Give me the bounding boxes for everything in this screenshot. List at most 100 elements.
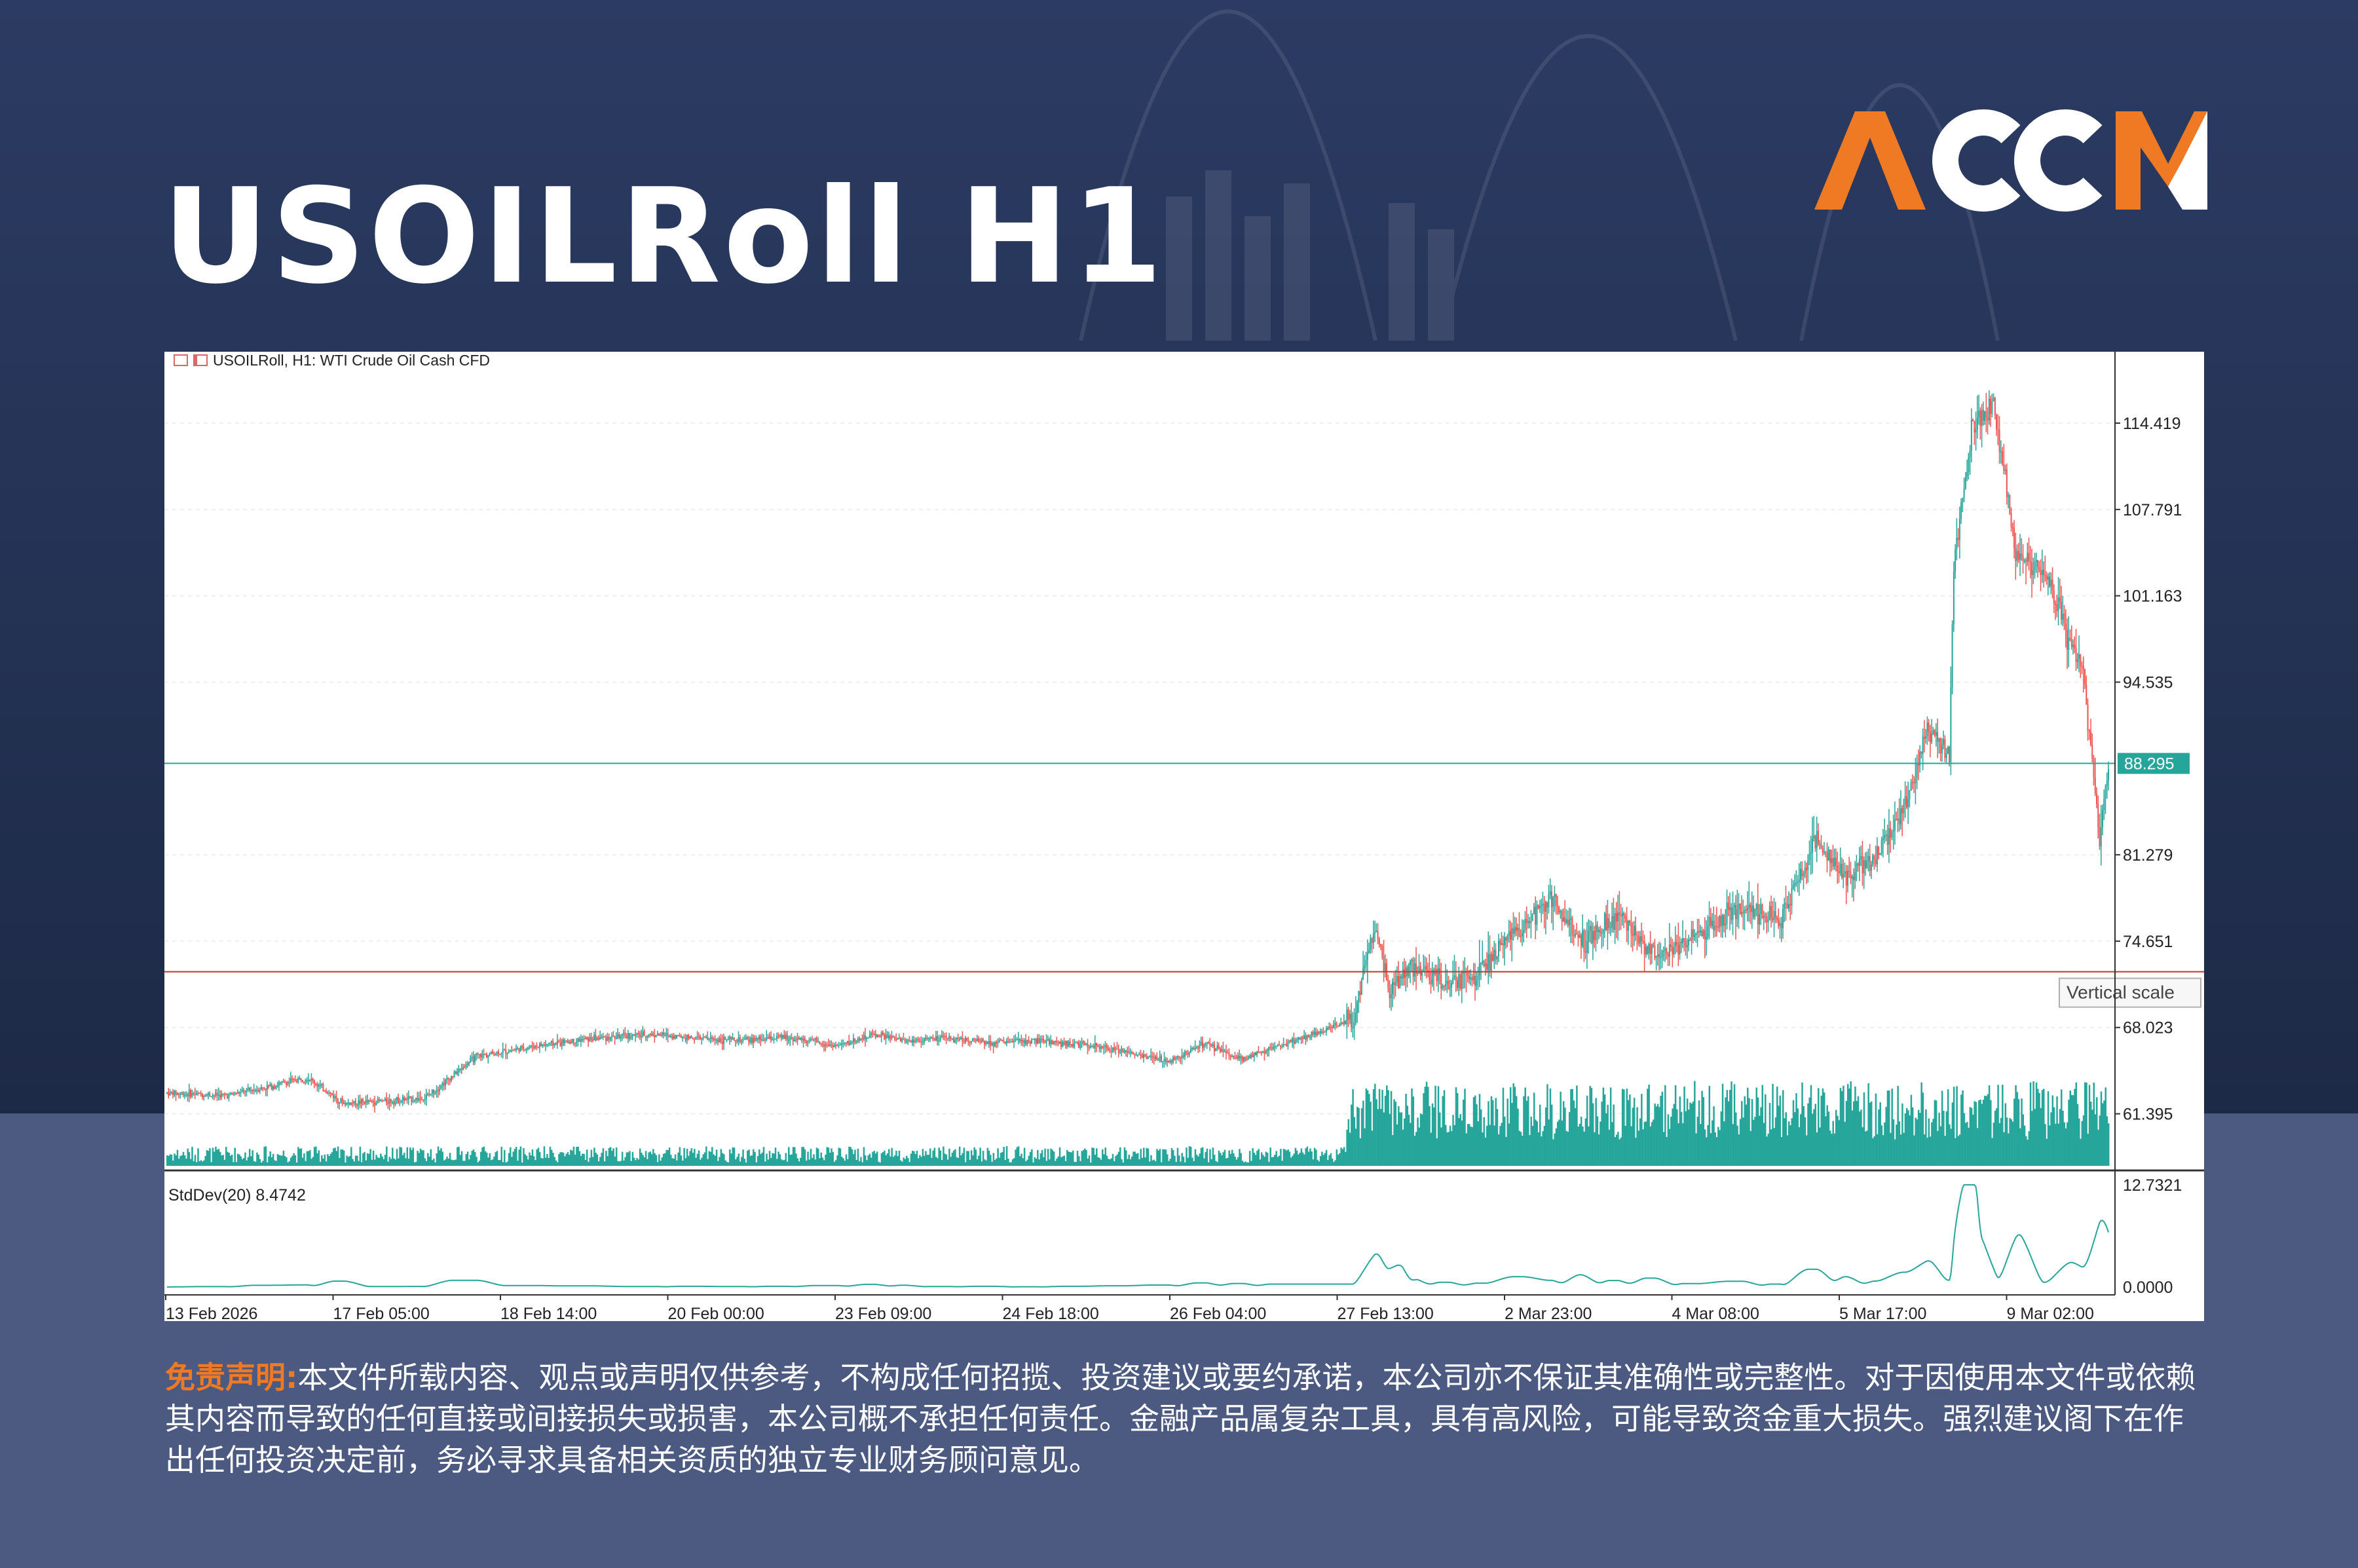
volume-bar	[1642, 1129, 1644, 1166]
volume-bar	[772, 1153, 774, 1166]
chart-window-icon[interactable]	[193, 354, 208, 366]
candle-body	[1137, 1054, 1138, 1056]
candle-body	[1900, 808, 1901, 825]
volume-bar	[1013, 1158, 1015, 1166]
candle-body	[997, 1042, 999, 1044]
candle-body	[615, 1037, 617, 1039]
volume-bar	[745, 1162, 747, 1166]
candle-body	[1493, 950, 1495, 961]
candle-body	[195, 1092, 197, 1095]
volume-bar	[667, 1149, 669, 1166]
volume-bar	[446, 1156, 448, 1166]
volume-bar	[748, 1149, 750, 1166]
volume-bar	[1867, 1083, 1869, 1166]
time-tick-label: 27 Feb 13:00	[1338, 1305, 1434, 1321]
volume-bar	[185, 1159, 187, 1166]
candle-body	[1334, 1022, 1336, 1025]
volume-bar	[1312, 1159, 1315, 1166]
volume-bar	[564, 1156, 566, 1166]
candle-body	[958, 1039, 960, 1040]
volume-bar	[696, 1153, 699, 1166]
candle-body	[1376, 930, 1377, 933]
volume-bar	[1873, 1136, 1875, 1166]
candle-body	[2103, 798, 2105, 810]
candle-body	[813, 1039, 815, 1041]
chart-list-icon[interactable]	[174, 354, 188, 366]
candle-body	[286, 1083, 288, 1085]
candle-body	[1064, 1041, 1066, 1045]
candle-body	[358, 1100, 360, 1106]
candle-body	[1312, 1032, 1314, 1035]
volume-bar	[893, 1155, 896, 1166]
volume-bar	[813, 1154, 815, 1166]
candle-body	[794, 1039, 796, 1041]
volume-bar	[1015, 1149, 1017, 1166]
candle-body	[972, 1038, 974, 1042]
candle-body	[198, 1092, 200, 1094]
candle-body	[337, 1098, 339, 1104]
volume-bar	[1916, 1119, 1918, 1166]
candle-body	[1212, 1044, 1214, 1047]
candle-body	[612, 1036, 614, 1037]
volume-bar	[459, 1155, 462, 1166]
candle-body	[1955, 550, 1956, 572]
candle-body	[665, 1033, 667, 1036]
candle-body	[1165, 1058, 1167, 1062]
volume-bar	[406, 1147, 409, 1166]
candle-body	[1311, 1032, 1313, 1037]
candle-body	[1574, 933, 1576, 937]
candle-body	[335, 1096, 337, 1099]
candle-body	[819, 1041, 821, 1044]
volume-bar	[1571, 1089, 1573, 1166]
volume-bar	[1336, 1149, 1338, 1166]
volume-bar	[899, 1160, 902, 1166]
candle-body	[189, 1090, 191, 1097]
candle-body	[786, 1034, 788, 1040]
volume-bar	[374, 1159, 376, 1166]
candle-body	[1197, 1047, 1199, 1049]
candle-body	[550, 1041, 552, 1043]
candle-body	[1477, 976, 1479, 980]
volume-bar	[1997, 1085, 1999, 1166]
candle-body	[1184, 1051, 1186, 1057]
candle-body	[505, 1049, 507, 1055]
time-tick-label: 2 Mar 23:00	[1505, 1305, 1592, 1321]
candle-body	[1875, 859, 1877, 865]
candle-body	[1521, 933, 1523, 937]
chart-window[interactable]: USOILRoll, H1: WTI Crude Oil Cash CFD 88…	[164, 352, 2204, 1321]
candle-body	[1736, 908, 1738, 920]
candle-body	[857, 1038, 859, 1042]
candle-body	[1170, 1060, 1172, 1063]
volume-bar	[409, 1147, 411, 1166]
volume-bar	[1187, 1157, 1189, 1166]
candle-body	[369, 1100, 371, 1102]
volume-bar	[1100, 1159, 1102, 1166]
volume-bar	[952, 1150, 955, 1166]
volume-bar	[1180, 1161, 1182, 1166]
candle-body	[1088, 1047, 1090, 1049]
candle-body	[1960, 502, 1962, 519]
volume-bar	[601, 1153, 603, 1166]
volume-bar	[736, 1157, 738, 1166]
candle-body	[684, 1038, 686, 1041]
volume-bar	[782, 1160, 784, 1166]
volume-bar	[1305, 1148, 1307, 1166]
candle-body	[1639, 936, 1641, 944]
candle-body	[1696, 931, 1698, 934]
candle-body	[1614, 913, 1616, 930]
candle-body	[2099, 827, 2101, 847]
volume-bar	[548, 1157, 550, 1166]
volume-bar	[1488, 1101, 1489, 1166]
volume-bar	[1237, 1157, 1239, 1166]
volume-bar	[447, 1159, 450, 1166]
candle-body	[1969, 451, 1971, 458]
volume-bar	[568, 1155, 571, 1166]
candle-body	[1400, 976, 1402, 979]
candle-body	[1629, 920, 1631, 924]
volume-bar	[735, 1159, 737, 1166]
candle-body	[677, 1035, 679, 1037]
volume-bar	[1425, 1081, 1428, 1166]
volume-bar	[347, 1157, 350, 1166]
volume-bar	[1189, 1146, 1192, 1166]
